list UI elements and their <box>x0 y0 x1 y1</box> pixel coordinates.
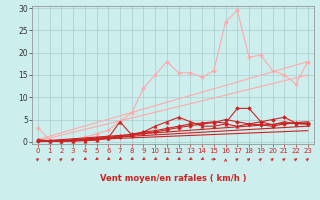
X-axis label: Vent moyen/en rafales ( km/h ): Vent moyen/en rafales ( km/h ) <box>100 174 246 183</box>
